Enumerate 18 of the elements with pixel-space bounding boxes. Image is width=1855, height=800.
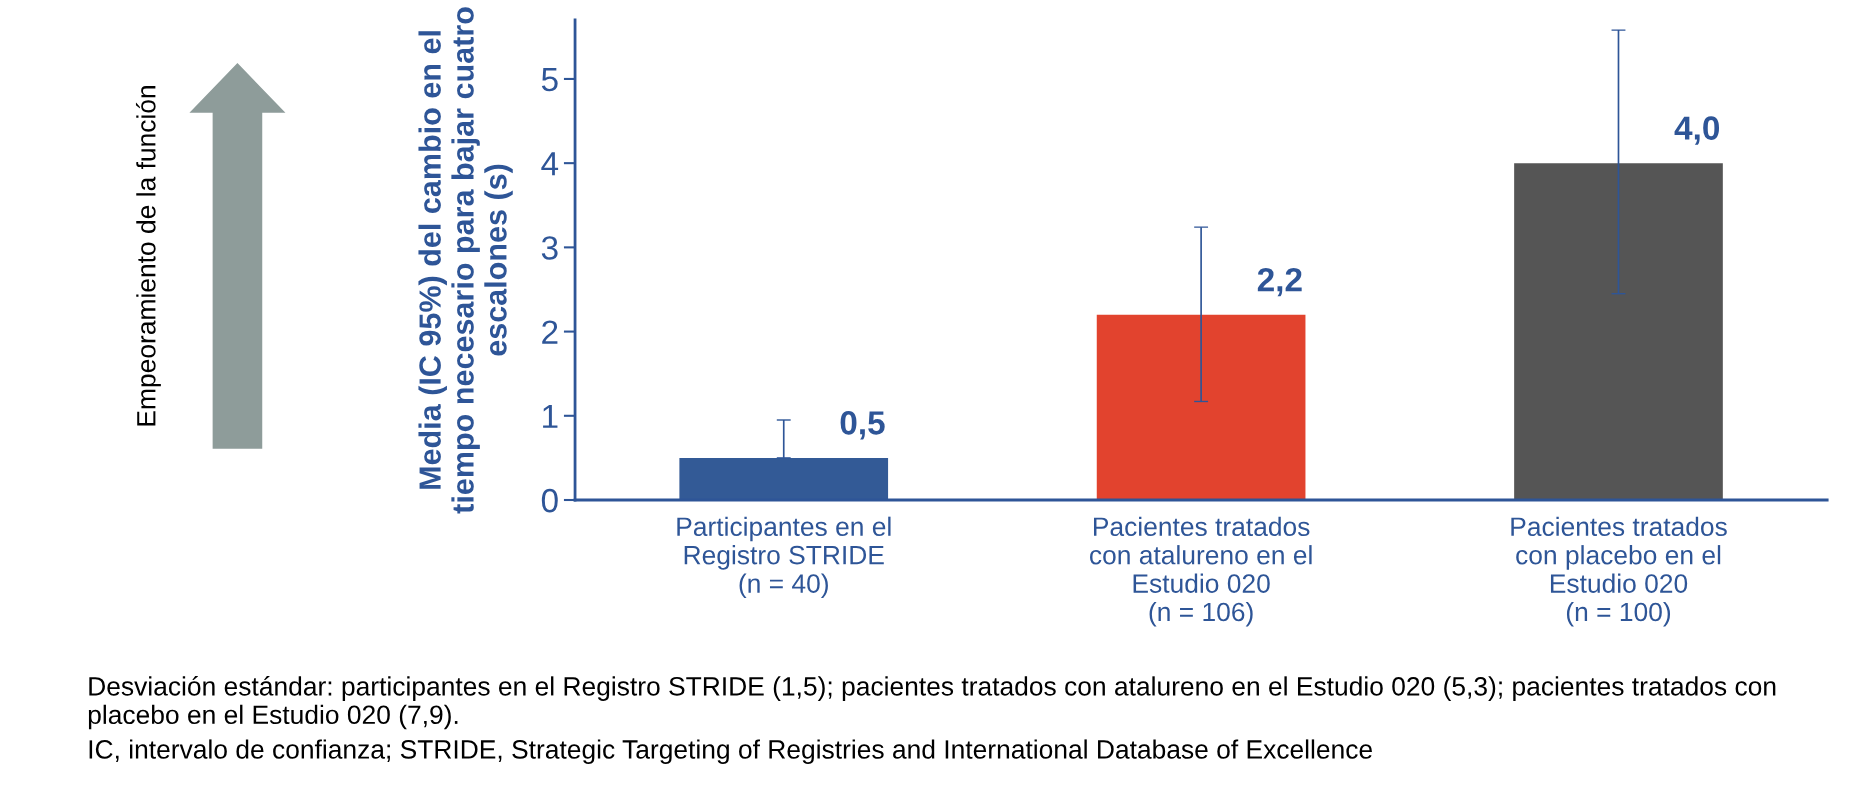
bar (1096, 314, 1306, 500)
y-axis-title: Media (IC 95%) del cambio en el tiempo necesario para bajar cuatro escalones (s) (418, 7, 513, 514)
y-tick-label: 5 (541, 68, 558, 92)
data-label: 0,5 (840, 411, 885, 440)
text: IC, intervalo de confianza; STRIDE, Strategic Targeting of Registries and International Database of Excellence (89, 739, 1372, 764)
text: Desviación estándar: participantes en el Registro STRIDE (1,5); pacientes tratados con atalureno en el Estudio 020 (5,3); pacientes tratados con placebo en el Estudio 020 (7,9). (88, 676, 1776, 730)
y-tick-label: 2 (542, 320, 558, 344)
x-tick-label: Participantes en el Registro STRIDE (n = 40) (677, 516, 891, 599)
bar (1514, 163, 1723, 500)
data-label: 4,0 (1674, 116, 1720, 145)
y-tick-label: 4 (541, 152, 559, 176)
x-tick-label: Pacientes tratados con atalureno en el Estudio 020 (n = 106) (1090, 516, 1312, 627)
y-tick-label: 0 (541, 488, 558, 513)
y-tick-label: 1 (543, 404, 558, 428)
data-label: 2,2 (1257, 267, 1302, 297)
text: Empeoramiento de la función (135, 86, 161, 426)
y-tick-label: 3 (541, 236, 558, 260)
x-tick-label: Pacientes tratados con placebo en el Estudio 020 (n = 100) (1511, 516, 1727, 627)
